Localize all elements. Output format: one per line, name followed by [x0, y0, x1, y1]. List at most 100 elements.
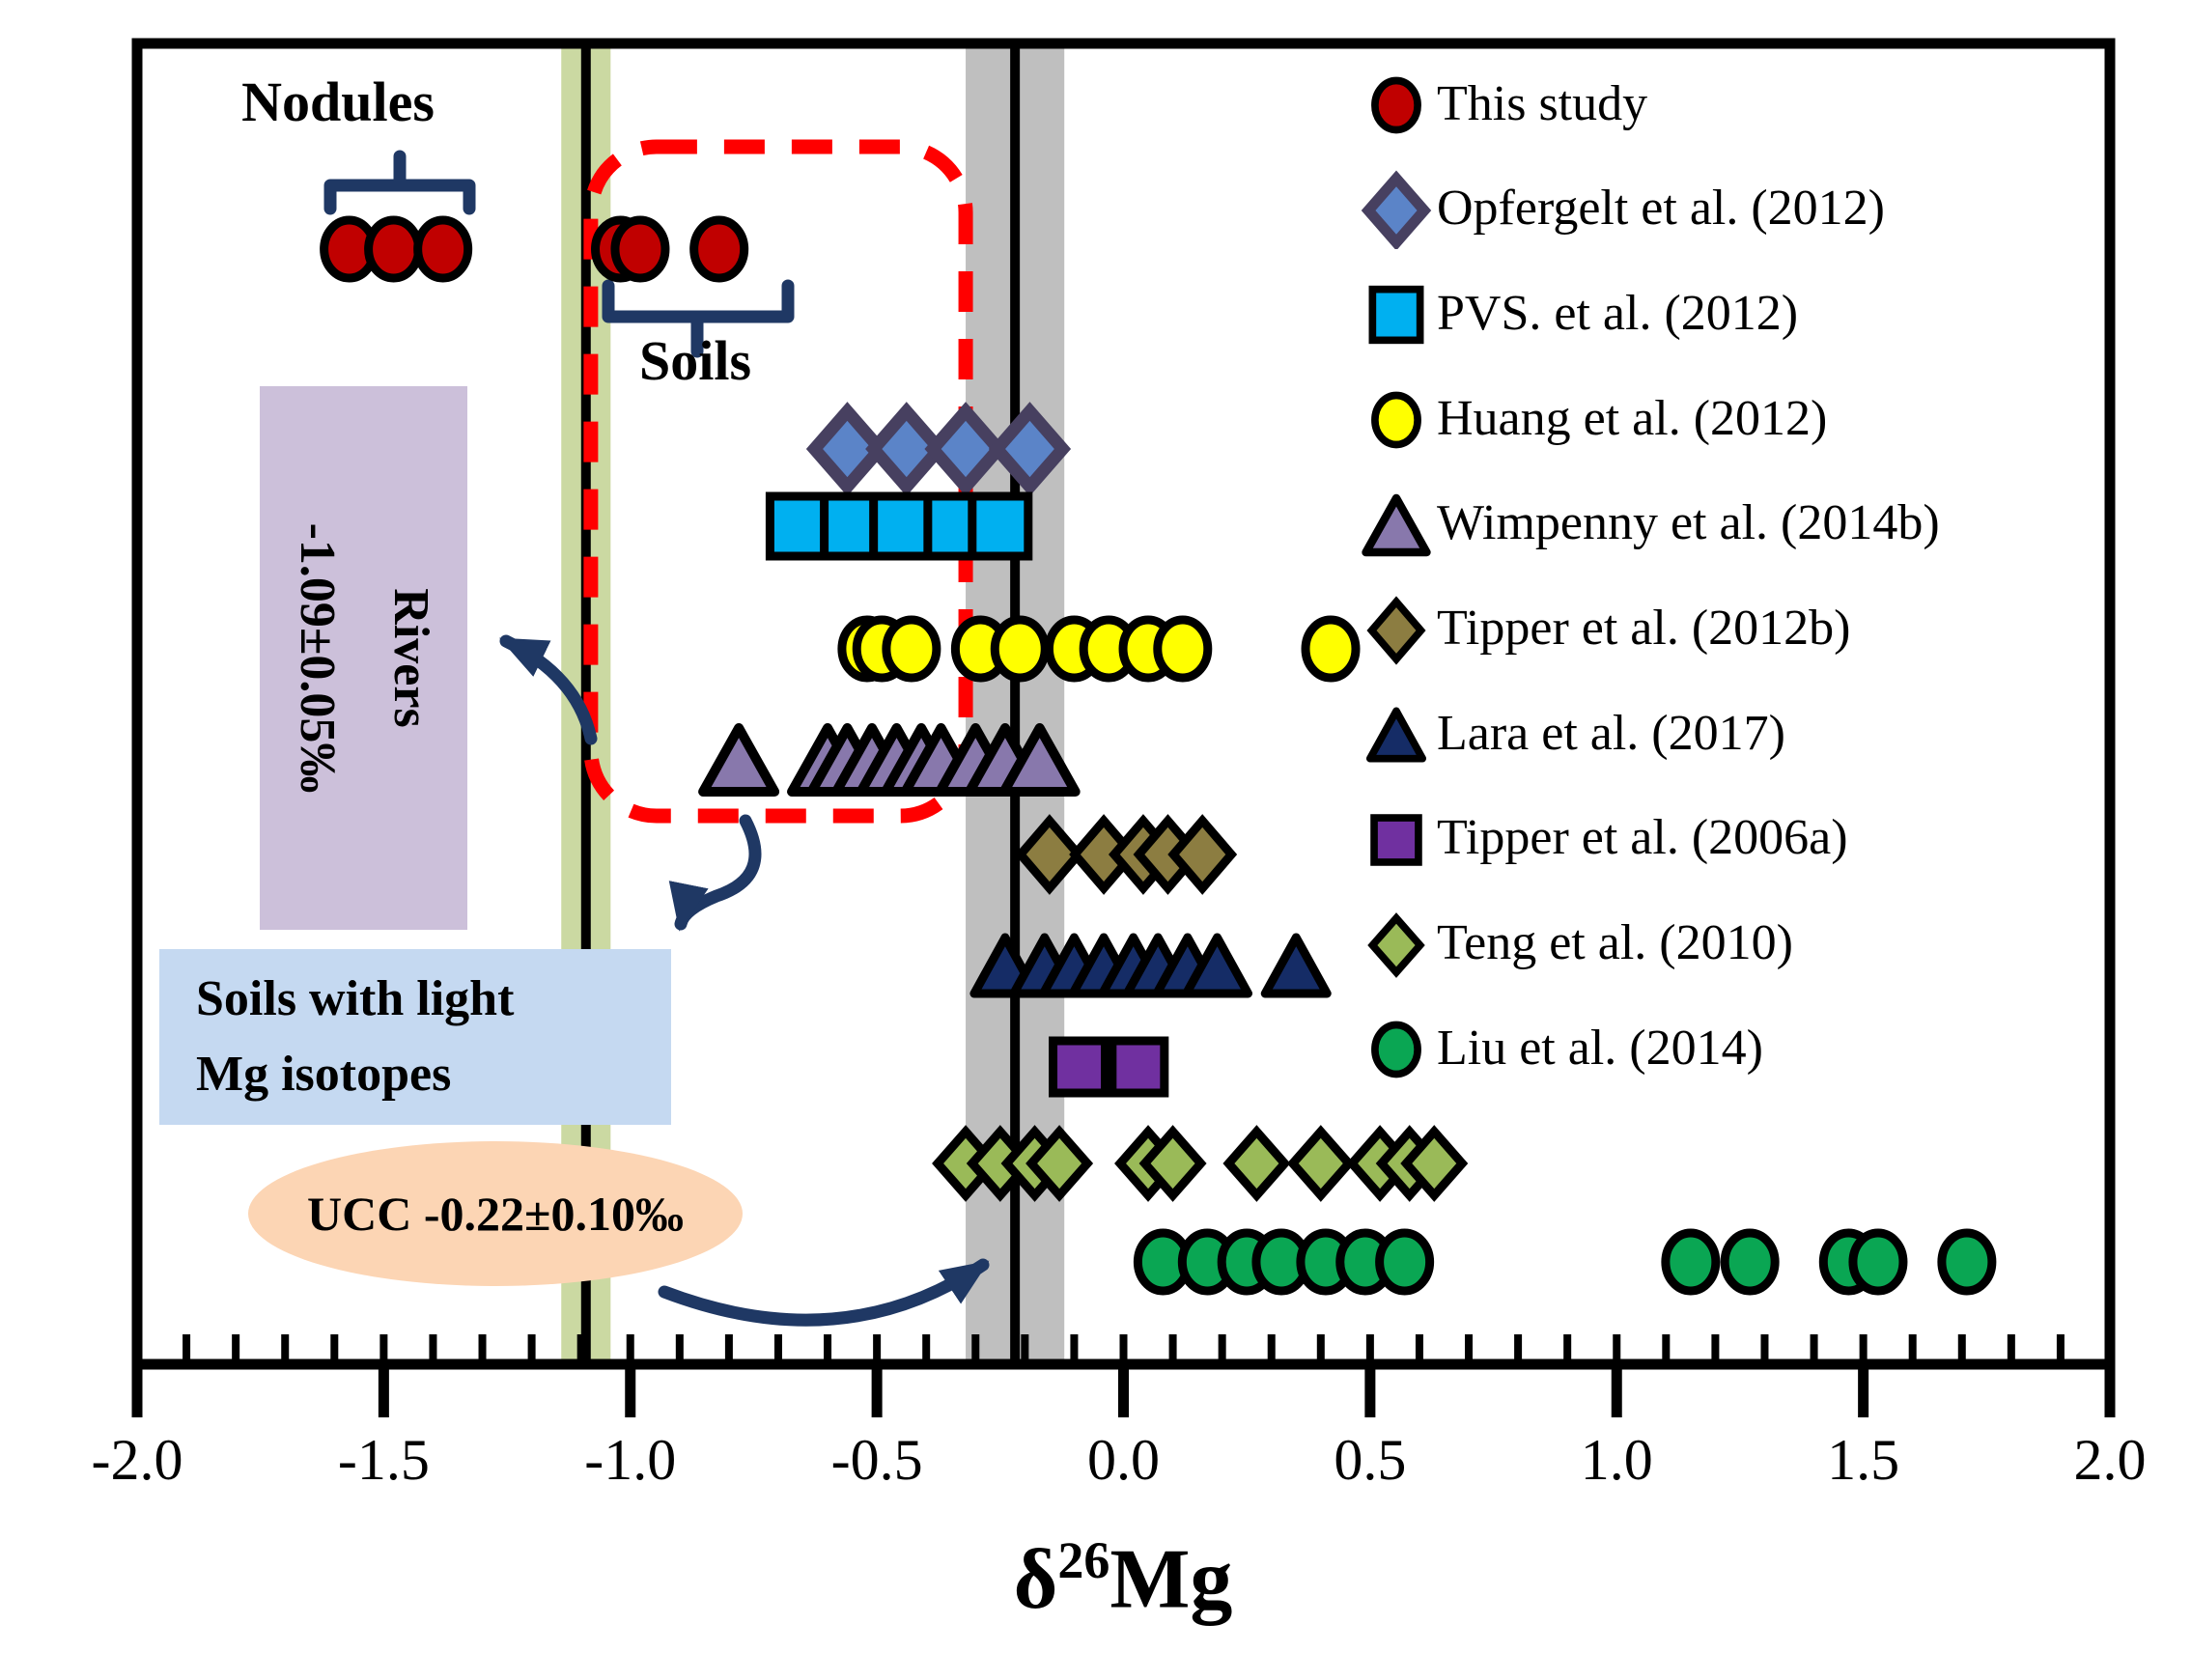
tipper-2012b-marker-icon	[1366, 595, 1426, 665]
nodules-brace	[323, 150, 476, 215]
point-teng-2010	[1286, 1125, 1355, 1202]
series-tipper-2006a	[1049, 1036, 1169, 1098]
x-tick-label: 1.5	[1827, 1428, 1900, 1492]
x-minor-tick	[1365, 1334, 1374, 1359]
series-liu-2014	[1133, 1228, 1997, 1296]
pvs-2012-marker-icon	[1368, 286, 1424, 345]
x-minor-tick	[1662, 1334, 1671, 1359]
x-tick-label: -2.0	[91, 1428, 183, 1492]
teng-2010-legend-glyph	[1367, 911, 1425, 978]
point-this-study	[413, 215, 473, 283]
point-opfergelt-2012	[988, 402, 1072, 496]
x-minor-tick	[576, 1334, 585, 1359]
x-minor-tick	[1218, 1334, 1226, 1359]
x-minor-tick	[1810, 1334, 1818, 1359]
x-minor-tick	[1613, 1334, 1621, 1359]
x-minor-tick	[824, 1334, 832, 1359]
pvs-2012-legend-glyph	[1368, 286, 1424, 345]
rivers-value: -1.09±0.05‰	[290, 522, 346, 794]
point-opfergelt-2012	[805, 402, 889, 496]
x-major-tick	[131, 1364, 143, 1417]
point-teng-2010	[1400, 1125, 1469, 1202]
legend-item-opfergelt-2012: Opfergelt et al. (2012)	[1356, 168, 1885, 249]
soils-brace	[602, 279, 795, 358]
point-lara-2017	[1182, 933, 1253, 998]
point-tipper-2006a	[1049, 1036, 1110, 1098]
soils-light-annotation-box: Soils with light Mg isotopes	[159, 949, 671, 1125]
x-axis-title: δ26Mg	[1013, 1531, 1233, 1627]
legend-label: Wimpenny et al. (2014b)	[1437, 495, 1940, 551]
x-minor-tick	[675, 1334, 684, 1359]
x-minor-tick	[1415, 1334, 1423, 1359]
legend-item-tipper-2012b: Tipper et al. (2012b)	[1356, 588, 1850, 669]
opfergelt-2012-marker-icon	[1361, 170, 1432, 249]
x-minor-tick	[281, 1334, 290, 1359]
soils-light-line2: Mg isotopes	[196, 1047, 452, 1102]
teng-2010-marker-icon	[1367, 911, 1425, 978]
legend-label: Opfergelt et al. (2012)	[1437, 181, 1885, 237]
legend-item-tipper-2006a: Tipper et al. (2006a)	[1356, 798, 1848, 879]
opfergelt-2012-legend-glyph	[1361, 170, 1432, 249]
x-minor-tick	[1267, 1334, 1276, 1359]
ucc-value: UCC -0.22±0.10‰	[307, 1187, 684, 1241]
x-tick-label: -1.5	[337, 1428, 430, 1492]
point-huang-2012	[990, 615, 1050, 683]
point-tipper-2012b	[1167, 814, 1238, 895]
point-opfergelt-2012	[924, 402, 1007, 496]
x-major-tick	[1364, 1364, 1376, 1417]
point-teng-2010	[1222, 1125, 1291, 1202]
legend-label: Lara et al. (2017)	[1437, 705, 1785, 761]
point-tipper-2006a	[1108, 1036, 1169, 1098]
lara-2017-marker-icon	[1365, 707, 1427, 763]
lara-2017-legend-glyph	[1365, 707, 1427, 763]
point-liu-2014	[1375, 1228, 1435, 1296]
rivers-annotation-box: Rivers -1.09±0.05‰	[260, 386, 467, 930]
x-minor-tick	[1070, 1334, 1079, 1359]
tipper-2012b-legend-glyph	[1366, 595, 1426, 665]
rivers-label: Rivers	[382, 588, 438, 728]
x-minor-tick	[724, 1334, 733, 1359]
x-tick-label: 0.0	[1087, 1428, 1160, 1492]
series-pvs-2012	[765, 491, 1033, 561]
point-pvs-2012	[765, 491, 830, 561]
legend-item-teng-2010: Teng et al. (2010)	[1356, 903, 1793, 984]
tipper-2006a-legend-glyph	[1370, 814, 1422, 866]
point-pvs-2012	[968, 491, 1033, 561]
x-major-tick	[871, 1364, 883, 1417]
liu-2014-legend-glyph	[1371, 1021, 1421, 1078]
legend-label: PVS. et al. (2012)	[1437, 285, 1799, 341]
soils-label: Soils	[638, 329, 752, 392]
point-tipper-2012b	[1014, 814, 1084, 895]
x-major-tick	[625, 1364, 636, 1417]
legend-label: This study	[1437, 75, 1648, 131]
point-teng-2010	[1138, 1125, 1207, 1202]
x-tick-label: 0.5	[1334, 1428, 1407, 1492]
series-tipper-2012b	[1014, 814, 1238, 895]
x-minor-tick	[971, 1334, 980, 1359]
x-tick-label: -0.5	[830, 1428, 923, 1492]
point-liu-2014	[1937, 1228, 1997, 1296]
point-lara-2017	[1260, 933, 1332, 998]
x-minor-tick	[1908, 1334, 1917, 1359]
point-huang-2012	[1301, 615, 1361, 683]
x-minor-tick	[1957, 1334, 1966, 1359]
x-minor-tick	[330, 1334, 339, 1359]
legend-label: Tipper et al. (2012b)	[1437, 601, 1851, 656]
point-wimpenny-2014b	[998, 723, 1081, 797]
x-minor-tick	[1316, 1334, 1325, 1359]
x-minor-tick	[1563, 1334, 1572, 1359]
ucc-annotation-ellipse: UCC -0.22±0.10‰	[248, 1141, 743, 1286]
legend-label: Tipper et al. (2006a)	[1437, 810, 1848, 866]
x-minor-tick	[1760, 1334, 1769, 1359]
point-pvs-2012	[869, 491, 935, 561]
x-minor-tick	[2007, 1334, 2015, 1359]
nodules-label: Nodules	[241, 70, 435, 133]
wimpenny-2014b-legend-glyph	[1362, 493, 1431, 557]
legend-item-liu-2014: Liu et al. (2014)	[1356, 1007, 1763, 1088]
point-this-study	[689, 215, 749, 283]
wimpenny-2014b-marker-icon	[1362, 493, 1431, 557]
point-huang-2012	[1153, 615, 1213, 683]
x-minor-tick	[478, 1334, 487, 1359]
